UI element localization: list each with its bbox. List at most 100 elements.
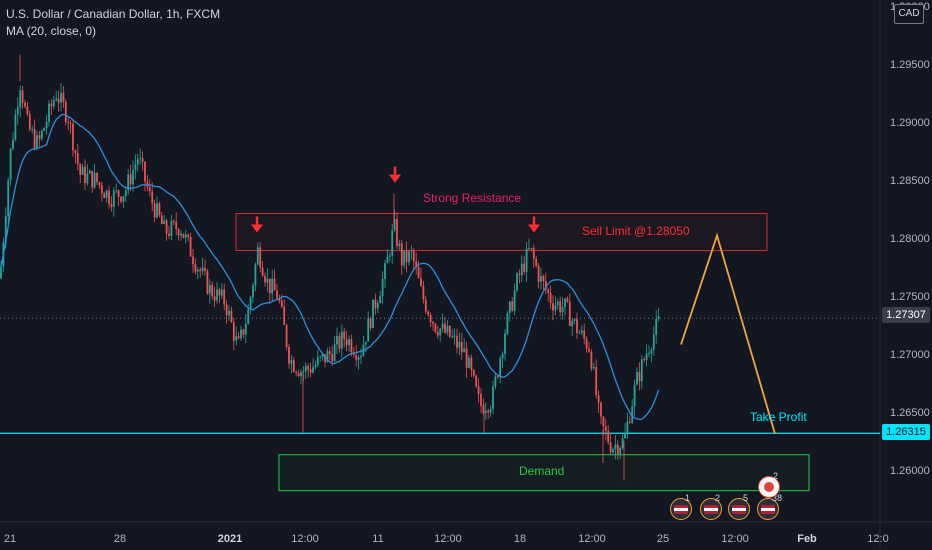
candle-body bbox=[43, 128, 46, 131]
candle-body bbox=[230, 310, 233, 323]
economic-event-icon[interactable]: 5 bbox=[728, 493, 750, 520]
candle-body bbox=[98, 182, 101, 186]
candle-body bbox=[516, 273, 518, 291]
candle-body bbox=[307, 365, 310, 370]
candle-body bbox=[350, 339, 353, 353]
candle-body bbox=[285, 324, 288, 347]
down-arrow-icon bbox=[528, 224, 540, 233]
candle-body bbox=[182, 233, 185, 238]
candle-body bbox=[158, 203, 161, 216]
candle-body bbox=[412, 251, 415, 262]
candle-body bbox=[561, 306, 564, 313]
candle-body bbox=[638, 371, 641, 382]
candle-body bbox=[511, 301, 514, 311]
time-axis-tick-label: 12:00 bbox=[434, 533, 462, 545]
candle-body bbox=[278, 298, 281, 301]
candle-body bbox=[184, 234, 187, 238]
candle-body bbox=[616, 444, 619, 455]
economic-event-icon[interactable]: 1 bbox=[670, 493, 692, 520]
candle-body bbox=[422, 285, 425, 300]
candle-body bbox=[199, 269, 202, 272]
candle-body bbox=[549, 292, 552, 304]
economic-event-icon[interactable]: 2 bbox=[700, 493, 722, 520]
candle-body bbox=[21, 90, 24, 103]
resistance-zone[interactable] bbox=[235, 212, 768, 252]
candle-body bbox=[100, 185, 103, 194]
candle-body bbox=[24, 102, 26, 107]
candle-body bbox=[64, 101, 67, 122]
demand-zone[interactable] bbox=[278, 454, 810, 492]
candle-body bbox=[105, 190, 108, 199]
candle-body bbox=[50, 103, 53, 107]
candle-body bbox=[374, 299, 377, 309]
candle-body bbox=[559, 301, 562, 313]
candle-body bbox=[223, 289, 226, 305]
candle-body bbox=[235, 336, 238, 341]
candle-body bbox=[218, 289, 221, 296]
candle-body bbox=[614, 444, 617, 450]
candle-body bbox=[72, 123, 74, 151]
candle-body bbox=[165, 220, 168, 234]
candle-body bbox=[492, 386, 494, 409]
candle-body bbox=[496, 376, 499, 378]
candle-body bbox=[88, 170, 91, 174]
candle-body bbox=[280, 300, 283, 307]
candle-body bbox=[650, 349, 653, 354]
candle-body bbox=[648, 353, 650, 354]
time-axis-tick-label: Feb bbox=[797, 533, 817, 545]
candle-body bbox=[259, 247, 262, 268]
candle-body bbox=[319, 356, 322, 358]
candle-body bbox=[201, 267, 204, 272]
price-axis-tick-label: 1.28500 bbox=[890, 175, 930, 187]
candle-body bbox=[62, 92, 65, 102]
currency-button[interactable]: CAD bbox=[894, 4, 924, 24]
candle-body bbox=[328, 351, 331, 355]
candle-body bbox=[134, 164, 137, 171]
candle-body bbox=[451, 336, 454, 337]
candle-body bbox=[216, 289, 218, 301]
take-profit-price-tag: 1.26315 bbox=[882, 424, 930, 440]
down-arrow-icon bbox=[251, 224, 263, 233]
candle-body bbox=[206, 271, 209, 294]
candle-body bbox=[321, 354, 324, 357]
projection-path[interactable] bbox=[680, 232, 776, 435]
price-axis-tick-label: 1.28000 bbox=[890, 233, 930, 245]
candle-body bbox=[232, 322, 235, 341]
candle-body bbox=[597, 395, 600, 403]
candle-body bbox=[624, 432, 626, 439]
economic-event-icon[interactable]: 38 bbox=[757, 493, 782, 520]
indicator-label[interactable]: MA (20, close, 0) bbox=[6, 24, 97, 38]
candle-body bbox=[300, 372, 302, 377]
economic-event-icon[interactable]: 2 bbox=[758, 471, 780, 498]
take-profit-label: Take Profit bbox=[750, 410, 807, 424]
demand-label: Demand bbox=[519, 464, 564, 478]
sell-limit-label: Sell Limit @1.28050 bbox=[582, 224, 690, 238]
chart-title[interactable]: U.S. Dollar / Canadian Dollar, 1h, FXCM bbox=[6, 7, 221, 21]
candle-body bbox=[544, 280, 547, 290]
candle-body bbox=[655, 319, 658, 335]
candle-body bbox=[242, 329, 245, 335]
time-axis-tick-label: 12:00 bbox=[578, 533, 606, 545]
candle-body bbox=[458, 342, 461, 348]
candle-body bbox=[537, 265, 540, 282]
candle-body bbox=[14, 114, 17, 140]
candle-body bbox=[612, 449, 614, 453]
candle-body bbox=[7, 180, 10, 217]
candle-body bbox=[136, 158, 139, 165]
candle-body bbox=[117, 190, 120, 197]
candle-body bbox=[408, 251, 410, 263]
candle-body bbox=[564, 298, 566, 307]
candle-body bbox=[283, 306, 286, 325]
candle-body bbox=[168, 233, 170, 237]
candle-body bbox=[84, 166, 86, 184]
candle-body bbox=[444, 323, 446, 333]
candle-body bbox=[86, 173, 89, 184]
candle-body bbox=[576, 319, 578, 334]
candle-body bbox=[417, 267, 420, 279]
candle-body bbox=[520, 263, 523, 275]
candle-body bbox=[528, 248, 530, 249]
candle-body bbox=[12, 139, 14, 149]
candle-body bbox=[312, 367, 314, 373]
candle-body bbox=[360, 355, 362, 358]
